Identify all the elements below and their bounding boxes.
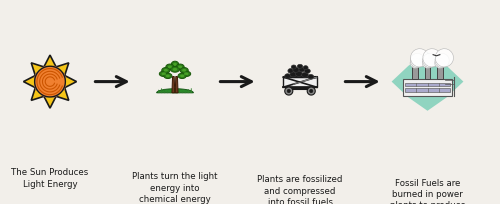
- Polygon shape: [172, 76, 175, 93]
- Polygon shape: [175, 76, 178, 93]
- Polygon shape: [296, 71, 302, 76]
- Polygon shape: [392, 52, 464, 111]
- Polygon shape: [435, 58, 445, 68]
- Polygon shape: [436, 49, 454, 67]
- Polygon shape: [287, 89, 290, 93]
- Polygon shape: [158, 90, 159, 93]
- Polygon shape: [160, 71, 168, 76]
- Polygon shape: [61, 73, 66, 79]
- Polygon shape: [422, 58, 432, 68]
- Polygon shape: [167, 91, 168, 93]
- Polygon shape: [310, 89, 313, 93]
- Polygon shape: [180, 75, 184, 77]
- Polygon shape: [162, 68, 170, 73]
- Polygon shape: [34, 85, 39, 91]
- Polygon shape: [403, 79, 452, 96]
- Polygon shape: [405, 83, 450, 86]
- Polygon shape: [53, 66, 59, 71]
- Polygon shape: [61, 85, 66, 91]
- Polygon shape: [422, 53, 437, 68]
- Polygon shape: [290, 72, 296, 77]
- Polygon shape: [293, 68, 299, 72]
- Polygon shape: [178, 65, 182, 68]
- Polygon shape: [164, 89, 165, 93]
- Polygon shape: [176, 88, 177, 93]
- Polygon shape: [410, 53, 424, 68]
- Polygon shape: [410, 49, 429, 67]
- Polygon shape: [425, 65, 430, 79]
- Polygon shape: [285, 74, 290, 78]
- Text: The Sun Produces
Light Energy: The Sun Produces Light Energy: [12, 168, 88, 189]
- Polygon shape: [437, 65, 442, 79]
- Polygon shape: [405, 88, 450, 92]
- Polygon shape: [283, 76, 317, 77]
- Polygon shape: [170, 91, 171, 93]
- Polygon shape: [166, 64, 174, 70]
- Polygon shape: [182, 91, 183, 93]
- Polygon shape: [283, 77, 317, 87]
- Polygon shape: [164, 69, 168, 72]
- Polygon shape: [41, 66, 47, 71]
- Polygon shape: [41, 93, 47, 98]
- Polygon shape: [179, 89, 180, 93]
- Polygon shape: [34, 66, 66, 97]
- Polygon shape: [161, 88, 162, 93]
- Polygon shape: [172, 61, 178, 67]
- Polygon shape: [162, 73, 166, 75]
- Polygon shape: [298, 64, 302, 68]
- Polygon shape: [285, 87, 293, 95]
- Polygon shape: [182, 71, 190, 76]
- Polygon shape: [164, 73, 172, 79]
- Polygon shape: [180, 68, 188, 73]
- Text: Plants turn the light
energy into
chemical energy: Plants turn the light energy into chemic…: [132, 172, 218, 204]
- Polygon shape: [423, 49, 441, 67]
- Polygon shape: [34, 73, 39, 79]
- Polygon shape: [24, 55, 76, 108]
- Polygon shape: [182, 69, 186, 72]
- Polygon shape: [303, 66, 308, 70]
- Polygon shape: [185, 91, 186, 93]
- Polygon shape: [435, 53, 449, 68]
- Polygon shape: [168, 65, 172, 68]
- Polygon shape: [176, 64, 184, 70]
- Polygon shape: [292, 65, 296, 69]
- Polygon shape: [308, 74, 314, 79]
- Polygon shape: [302, 72, 308, 77]
- Polygon shape: [307, 87, 316, 95]
- Polygon shape: [191, 88, 192, 93]
- Polygon shape: [412, 65, 418, 79]
- Polygon shape: [410, 58, 420, 68]
- Polygon shape: [173, 68, 177, 71]
- Polygon shape: [184, 73, 188, 75]
- Polygon shape: [173, 89, 174, 93]
- Polygon shape: [299, 68, 304, 72]
- Polygon shape: [156, 89, 194, 93]
- Polygon shape: [288, 69, 294, 73]
- Text: Fossil Fuels are
burned in power
plants to produce
electricity for our
homes and: Fossil Fuels are burned in power plants …: [390, 178, 466, 204]
- Polygon shape: [166, 75, 170, 77]
- Polygon shape: [173, 63, 177, 66]
- Polygon shape: [53, 93, 59, 98]
- Polygon shape: [304, 69, 310, 73]
- Polygon shape: [178, 73, 186, 79]
- Text: Plants are fossilized
and compressed
into fossil fuels
such as coal and oil: Plants are fossilized and compressed int…: [258, 175, 342, 204]
- Polygon shape: [170, 67, 179, 72]
